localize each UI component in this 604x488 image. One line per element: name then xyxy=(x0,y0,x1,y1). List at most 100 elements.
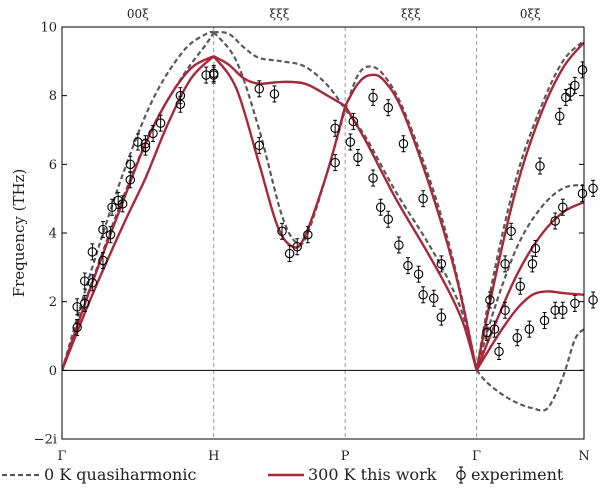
experiment-point xyxy=(125,155,136,173)
qh-branch xyxy=(475,39,584,371)
tw-branch xyxy=(213,55,346,108)
experiment-point xyxy=(429,289,439,307)
experiment-point xyxy=(330,154,340,172)
experiment-point xyxy=(117,195,128,213)
experiment-point xyxy=(485,291,495,309)
experiment-point xyxy=(383,210,393,228)
experiment-point xyxy=(577,61,588,79)
experiment-point xyxy=(208,64,219,82)
experiment-point xyxy=(254,80,265,98)
qh-branch xyxy=(212,31,347,246)
legend-label-this-work: 300 K this work xyxy=(308,465,437,484)
tw-branch xyxy=(344,73,478,371)
experiment-point xyxy=(436,255,447,273)
x-tick-label: N xyxy=(578,449,589,464)
experiment-point xyxy=(292,238,302,256)
experiment-point xyxy=(348,112,359,130)
experiment-point xyxy=(107,198,117,216)
experiment-points xyxy=(72,61,598,360)
direction-labels: 00ξ ξξξ ξξξ 0ξξ xyxy=(127,7,541,21)
experiment-point xyxy=(72,298,82,316)
tw-branch xyxy=(212,55,347,249)
experiment-point xyxy=(558,301,568,319)
experiment-point xyxy=(570,294,580,312)
experiment-point xyxy=(175,87,186,105)
tw-branch xyxy=(62,55,215,371)
direction-label: ξξξ xyxy=(270,7,290,21)
qh-branch xyxy=(344,108,478,371)
tw-branch xyxy=(344,105,478,371)
experiment-point xyxy=(418,190,428,208)
y-tick-label: 8 xyxy=(49,89,57,104)
direction-label: ξξξ xyxy=(401,7,421,21)
experiment-point xyxy=(155,114,166,132)
experiment-point xyxy=(345,133,356,151)
experiment-point xyxy=(353,148,363,166)
experiment-point xyxy=(375,198,386,216)
experiment-point xyxy=(588,291,598,309)
experiment-point xyxy=(515,277,526,295)
experiment-point xyxy=(383,99,393,117)
qh-branch xyxy=(62,30,214,371)
qh-branch xyxy=(344,65,478,371)
experiment-point xyxy=(494,342,504,360)
x-tick-label: Γ xyxy=(472,449,481,464)
qh-branch xyxy=(475,328,584,412)
experiment-point xyxy=(277,222,287,240)
experiment-point xyxy=(436,308,447,326)
tw-branch xyxy=(475,290,584,371)
experiment-point xyxy=(413,265,424,283)
experiment-point xyxy=(98,251,108,269)
experiment-point xyxy=(403,257,413,275)
tw-branch xyxy=(62,55,215,371)
y-axis-label: Frequency (THz) xyxy=(10,169,28,298)
experiment-point xyxy=(527,255,538,273)
experiment-point xyxy=(506,222,516,240)
experiment-point xyxy=(72,318,82,336)
experiment-point xyxy=(570,76,580,94)
high-symmetry-vertical-lines xyxy=(213,27,478,439)
y-tick-label: −2i xyxy=(34,433,57,448)
experiment-point xyxy=(558,198,568,216)
tw-branch xyxy=(475,41,584,371)
y-tick-label: 6 xyxy=(49,158,57,173)
direction-label: 00ξ xyxy=(127,7,149,21)
experiment-point xyxy=(303,226,313,244)
experiment-point xyxy=(140,138,151,156)
experiment-point xyxy=(577,185,588,203)
experiment-point xyxy=(368,169,378,187)
y-axis: −2i 0 2 4 6 8 10 xyxy=(34,21,584,448)
experiment-point xyxy=(269,85,280,103)
x-tick-label: H xyxy=(208,449,219,464)
y-tick-label: 0 xyxy=(49,364,57,379)
legend-label-quasiharmonic: 0 K quasiharmonic xyxy=(44,465,196,484)
experiment-point xyxy=(539,312,550,330)
experiment-point xyxy=(87,274,98,292)
experiment-point xyxy=(254,136,265,154)
x-tick-label: P xyxy=(341,449,350,464)
experiment-point xyxy=(80,294,90,312)
experiment-point xyxy=(418,286,428,304)
experiment-point xyxy=(550,301,560,319)
y-tick-label: 4 xyxy=(49,227,57,242)
experiment-point xyxy=(394,236,404,254)
qh-branch xyxy=(475,183,584,371)
x-tick-label: Γ xyxy=(57,449,66,464)
experiment-point xyxy=(87,243,98,261)
experiment-point xyxy=(489,320,500,338)
experiment-point xyxy=(530,239,541,257)
y-tick-label: 2 xyxy=(49,295,57,310)
experiment-point xyxy=(105,226,116,244)
experiment-point xyxy=(330,119,340,137)
experiment-point xyxy=(398,135,409,153)
experiment-point xyxy=(535,157,545,175)
experiment-point xyxy=(482,324,492,342)
experiment-point xyxy=(98,221,108,239)
experiment-point xyxy=(554,107,565,125)
legend-swatch-experiment xyxy=(456,466,466,484)
experiment-point xyxy=(550,212,560,230)
experiment-point xyxy=(588,179,598,197)
legend-label-experiment: experiment xyxy=(471,465,564,484)
